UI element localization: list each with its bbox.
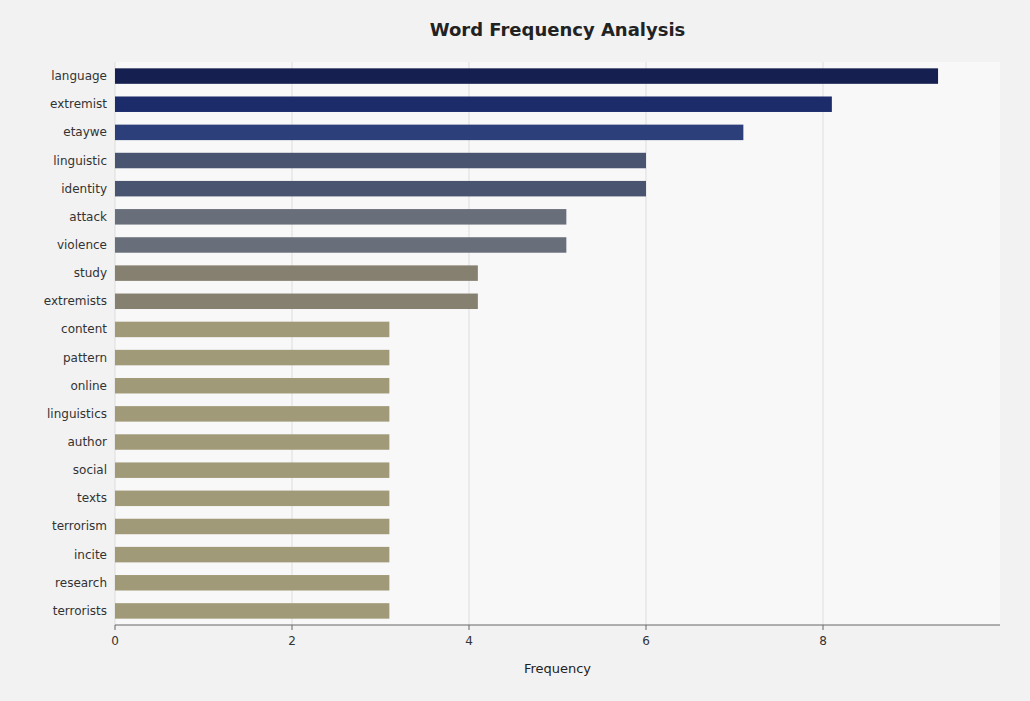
bar — [115, 575, 389, 590]
bar — [115, 462, 389, 477]
tick-label: 4 — [465, 634, 473, 648]
bar — [115, 378, 389, 393]
tick-mark — [292, 625, 293, 630]
category-label: language — [51, 69, 107, 83]
bar — [115, 153, 646, 168]
background — [0, 0, 1030, 701]
bar — [115, 181, 646, 196]
bar — [115, 603, 389, 618]
page: {"chart_data": {"type": "bar", "orientat… — [0, 0, 1030, 701]
bar — [115, 547, 389, 562]
category-label: extremist — [50, 97, 107, 111]
category-label: author — [67, 435, 107, 449]
category-label: violence — [57, 238, 107, 252]
x-ticks: 0 2 4 6 8 — [111, 625, 827, 648]
category-label: texts — [77, 491, 107, 505]
tick-mark — [115, 625, 116, 630]
bar — [115, 406, 389, 421]
bar — [115, 209, 566, 224]
bar — [115, 125, 743, 140]
tick-label: 8 — [819, 634, 827, 648]
grid-line — [646, 62, 647, 625]
grid-line — [823, 62, 824, 625]
category-label: identity — [61, 182, 107, 196]
bar — [115, 434, 389, 449]
category-label: linguistic — [53, 154, 107, 168]
bar — [115, 265, 478, 280]
category-label: attack — [69, 210, 107, 224]
y-ticks: language extremist etaywe linguistic identit… — [44, 69, 108, 618]
grid-line — [292, 62, 293, 625]
tick-mark — [646, 625, 647, 630]
tick-mark — [823, 625, 824, 630]
x-axis-line — [115, 625, 1000, 626]
bars — [115, 68, 938, 618]
bar — [115, 237, 566, 252]
category-label: extremists — [44, 294, 107, 308]
category-label: study — [74, 266, 107, 280]
bar — [115, 294, 478, 309]
grid-line — [115, 62, 116, 625]
chart-title: Word Frequency Analysis — [430, 19, 686, 40]
bar — [115, 68, 938, 83]
tick-mark — [469, 625, 470, 630]
category-label: incite — [74, 548, 107, 562]
bar — [115, 491, 389, 506]
bar — [115, 96, 832, 111]
x-axis-label: Frequency — [524, 661, 591, 676]
grid — [115, 62, 823, 625]
bar — [115, 350, 389, 365]
plot-background — [115, 62, 1000, 625]
chart-container: 0 2 4 6 8 language extremist etaywe linguistic id… — [0, 0, 1030, 701]
bar — [115, 322, 389, 337]
category-label: terrorists — [53, 604, 107, 618]
category-label: linguistics — [47, 407, 107, 421]
tick-label: 2 — [288, 634, 296, 648]
chart-svg: 0 2 4 6 8 language extremist etaywe linguistic id… — [0, 0, 1030, 701]
category-label: research — [55, 576, 107, 590]
category-label: social — [73, 463, 107, 477]
category-label: content — [61, 322, 107, 336]
grid-line — [469, 62, 470, 625]
category-label: online — [70, 379, 107, 393]
tick-label: 0 — [111, 634, 119, 648]
tick-label: 6 — [642, 634, 650, 648]
bar — [115, 519, 389, 534]
category-label: etaywe — [63, 125, 107, 139]
category-label: pattern — [63, 351, 107, 365]
category-label: terrorism — [52, 519, 107, 533]
